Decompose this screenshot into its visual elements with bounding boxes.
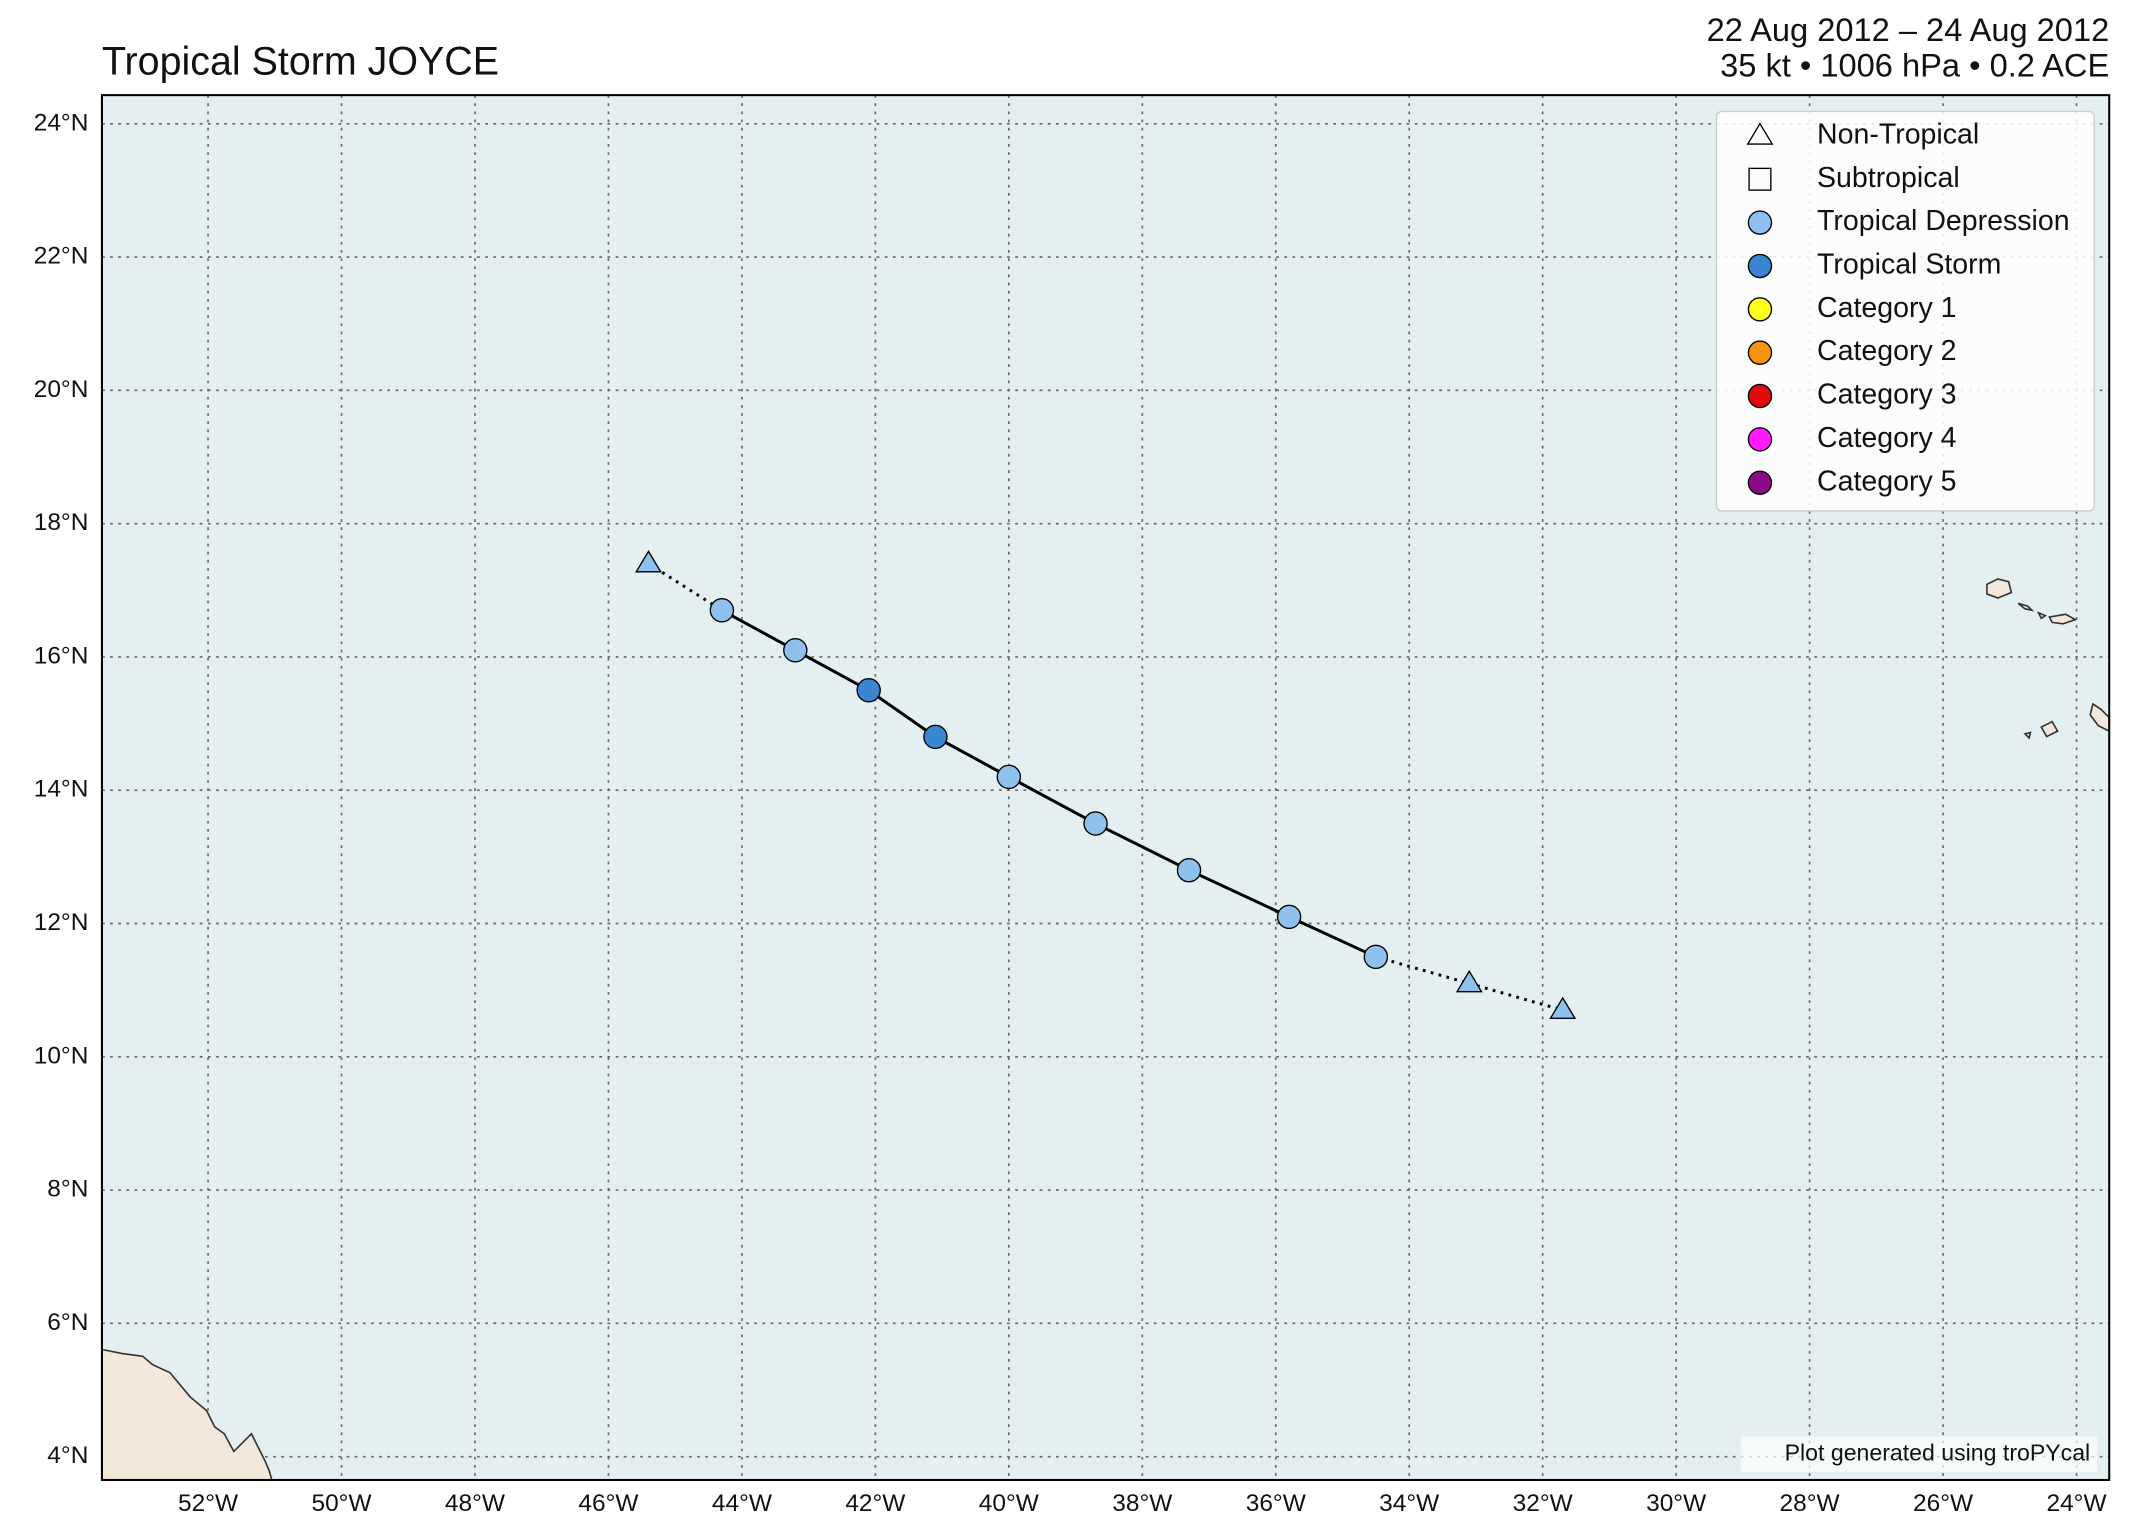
x-tick-label: 34°W <box>1379 1490 1439 1517</box>
y-tick-label: 4°N <box>47 1442 88 1469</box>
track-segment <box>1094 822 1190 872</box>
legend-label: Subtropical <box>1817 162 1960 194</box>
y-tick-label: 20°N <box>34 376 89 403</box>
track-segment <box>721 608 797 652</box>
land-island <box>2017 602 2048 620</box>
x-tick-label: 30°W <box>1646 1490 1706 1517</box>
legend-label: Tropical Depression <box>1817 205 2070 237</box>
legend-marker <box>1747 253 1773 279</box>
x-tick-label: 24°W <box>2046 1490 2106 1517</box>
track-segment <box>647 562 723 612</box>
track-point <box>1363 944 1389 970</box>
track-segment <box>867 689 937 739</box>
legend-label: Tropical Storm <box>1817 248 2001 280</box>
track-point <box>635 550 662 573</box>
x-tick-label: 50°W <box>311 1490 371 1517</box>
legend-marker <box>1748 167 1772 191</box>
storm-summary: 35 kt • 1006 hPa • 0.2 ACE <box>1720 47 2109 84</box>
x-tick-label: 44°W <box>712 1490 772 1517</box>
date-range: 22 Aug 2012 – 24 Aug 2012 <box>1707 11 2110 48</box>
map-frame <box>100 94 2111 1481</box>
x-tick-label: 28°W <box>1780 1490 1840 1517</box>
legend-box <box>1715 110 2095 512</box>
legend-marker <box>1747 470 1773 495</box>
credit: Plot generated using troPYcal <box>1785 1439 2091 1465</box>
track <box>635 550 1577 1019</box>
track-segment <box>1288 915 1377 959</box>
x-tick-label: 26°W <box>1913 1490 1973 1517</box>
track-point <box>1455 969 1483 993</box>
chart-title: Tropical Storm JOYCE <box>102 39 499 83</box>
land-island <box>2048 613 2078 625</box>
x-tick-label: 36°W <box>1246 1490 1306 1517</box>
y-tick-label: 10°N <box>34 1042 89 1069</box>
grid <box>101 95 2110 1480</box>
x-tick-label: 32°W <box>1513 1490 1573 1517</box>
x-tick-label: 38°W <box>1112 1490 1172 1517</box>
track-point <box>709 598 735 623</box>
x-tick-label: 48°W <box>445 1490 505 1517</box>
x-tick-label: 46°W <box>578 1490 638 1517</box>
track-point <box>1276 904 1302 930</box>
legend-label: Category 2 <box>1817 335 1957 367</box>
track-point <box>1176 857 1202 883</box>
track-point <box>996 764 1022 790</box>
legend-label: Non-Tropical <box>1817 118 1979 150</box>
y-tick-label: 6°N <box>47 1309 88 1336</box>
y-tick-label: 16°N <box>34 642 89 669</box>
y-tick-label: 12°N <box>34 909 89 936</box>
y-tick-label: 8°N <box>47 1176 88 1203</box>
y-tick-label: 18°N <box>34 509 89 536</box>
track-segment <box>794 648 870 692</box>
y-tick-label: 14°N <box>34 776 89 803</box>
legend-label: Category 1 <box>1817 292 1957 324</box>
legend-marker <box>1747 427 1773 452</box>
legend-marker <box>1747 383 1773 409</box>
x-tick-label: 52°W <box>178 1490 238 1517</box>
track-segment <box>1188 868 1290 919</box>
legend: Non-Tropical Subtropical Tropical Depressi… <box>1715 110 2095 512</box>
track-point <box>856 678 881 703</box>
y-tick-label: 24°N <box>34 109 89 136</box>
track-point <box>783 638 808 663</box>
track-point <box>1083 811 1108 836</box>
land-island <box>2023 720 2059 740</box>
credit-box <box>1740 1436 2097 1472</box>
legend-label: Category 3 <box>1817 379 1957 411</box>
legend-label: Category 5 <box>1817 465 1957 497</box>
legend-marker <box>1747 297 1773 322</box>
legend-marker <box>1747 210 1773 235</box>
legend-label: Category 4 <box>1817 422 1957 454</box>
track-segment <box>934 735 1010 779</box>
y-tick-label: 22°N <box>34 243 89 270</box>
track-point <box>923 724 948 750</box>
track-segment <box>1008 775 1097 825</box>
track-point <box>1549 996 1577 1019</box>
legend-marker <box>1747 340 1773 365</box>
x-tick-label: 42°W <box>845 1490 905 1517</box>
x-tick-label: 40°W <box>979 1490 1039 1517</box>
land-south-america <box>101 1348 273 1481</box>
legend-marker <box>1746 122 1774 145</box>
land-island <box>1986 578 2013 599</box>
